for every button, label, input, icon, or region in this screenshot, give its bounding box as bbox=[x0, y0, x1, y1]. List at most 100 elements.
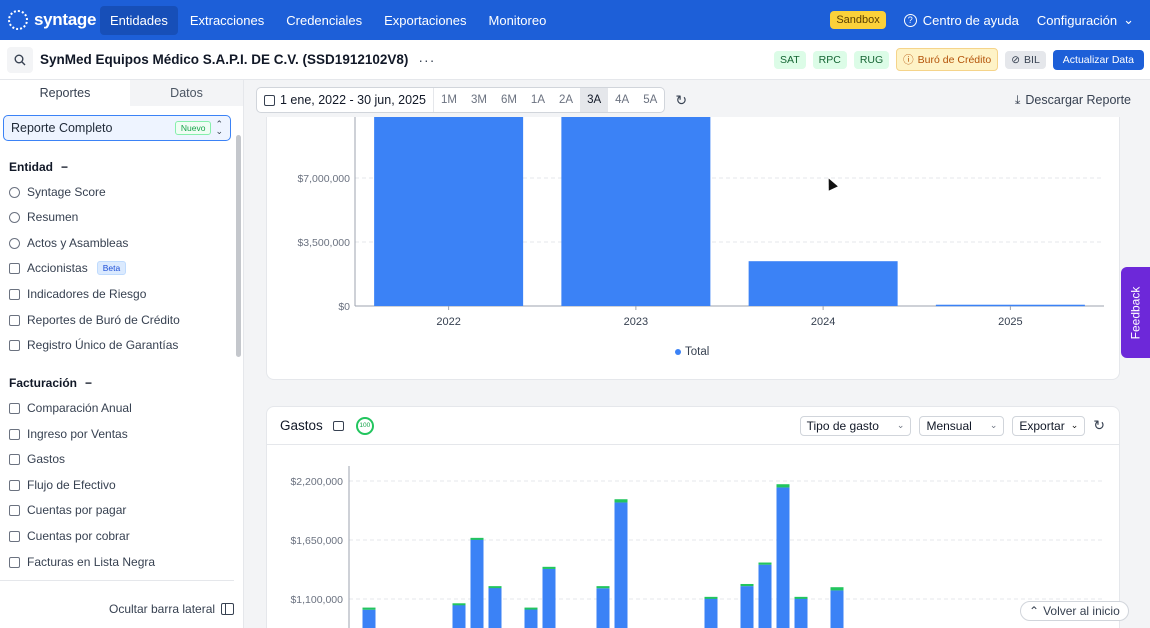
section-entidad[interactable]: Entidad − bbox=[9, 160, 68, 174]
config-menu[interactable]: Configuración ⌄ bbox=[1037, 12, 1134, 28]
period-3a[interactable]: 3A bbox=[580, 88, 609, 112]
gastos-bar-chart: $2,200,000 $1,650,000 $1,100,000 bbox=[290, 466, 1104, 628]
sandbox-badge[interactable]: Sandbox bbox=[830, 11, 886, 29]
feedback-tab[interactable]: Feedback bbox=[1121, 267, 1150, 358]
period-5a[interactable]: 5A bbox=[643, 94, 658, 106]
help-center-link[interactable]: ? Centro de ayuda bbox=[903, 13, 1019, 28]
periodo-select[interactable]: Mensual ⌄ bbox=[919, 415, 1005, 436]
gastos-bar bbox=[596, 588, 610, 628]
sidebar-item-lista-negra[interactable]: Facturas en Lista Negra bbox=[9, 555, 155, 569]
table-icon bbox=[9, 262, 20, 274]
sidebar-item-label: Facturas en Lista Negra bbox=[27, 555, 156, 569]
exportar-button[interactable]: Exportar ⌄ bbox=[1012, 415, 1086, 436]
refresh-icon[interactable]: ↻ bbox=[1093, 417, 1105, 433]
back-to-top-button[interactable]: ⌃ Volver al inicio bbox=[1020, 601, 1129, 621]
update-data-button[interactable]: Actualizar Data bbox=[1052, 49, 1144, 70]
gastos-bar-top bbox=[470, 537, 484, 540]
tipo-gasto-select[interactable]: Tipo de gasto ⌄ bbox=[799, 415, 912, 436]
gastos-bar bbox=[452, 604, 466, 628]
tab-datos[interactable]: Datos bbox=[130, 80, 243, 106]
sidebar-item-comparacion[interactable]: Comparación Anual bbox=[9, 401, 132, 415]
period-1a[interactable]: 1A bbox=[530, 94, 545, 106]
sidebar-item-accionistas[interactable]: Accionistas Beta bbox=[9, 261, 127, 275]
sidebar-item-resumen[interactable]: Resumen bbox=[9, 210, 78, 224]
gastos-bar bbox=[704, 597, 718, 628]
logo[interactable]: syntage bbox=[0, 10, 100, 30]
rpc-badge[interactable]: RPC bbox=[812, 50, 847, 69]
info-icon bbox=[9, 211, 20, 223]
report-select[interactable]: Reporte Completo Nuevo ⌃ ⌄ bbox=[3, 115, 231, 141]
sidebar-item-ingreso[interactable]: Ingreso por Ventas bbox=[9, 427, 128, 441]
bar-2023 bbox=[561, 117, 711, 306]
sidebar-item-actos[interactable]: Actos y Asambleas bbox=[9, 236, 128, 250]
sidebar-item-label: Resumen bbox=[27, 210, 79, 224]
period-1m[interactable]: 1M bbox=[440, 94, 457, 106]
nav-item-monitoreo[interactable]: Monitoreo bbox=[488, 12, 547, 28]
period-6m[interactable]: 6M bbox=[500, 94, 517, 106]
alert-icon: ⓘ bbox=[903, 54, 914, 66]
tab-reportes[interactable]: Reportes bbox=[0, 80, 130, 106]
sidebar-item-syntage-score[interactable]: Syntage Score bbox=[9, 185, 106, 199]
sidebar-item-cuentas-pagar[interactable]: Cuentas por pagar bbox=[9, 503, 126, 517]
gastos-bar-top bbox=[452, 603, 466, 606]
sidebar-item-indicadores[interactable]: Indicadores de Riesgo bbox=[9, 287, 146, 301]
refresh-icon[interactable]: ↻ bbox=[675, 91, 688, 108]
sidebar-item-cuentas-cobrar[interactable]: Cuentas por cobrar bbox=[9, 529, 130, 543]
sidebar-item-gastos[interactable]: Gastos bbox=[9, 452, 65, 466]
gastos-bar-top bbox=[740, 583, 754, 587]
new-badge: Nuevo bbox=[174, 121, 212, 135]
sidebar: Reportes Datos Reporte Completo Nuevo ⌃ ⌄… bbox=[0, 80, 244, 628]
sidebar-item-label: Syntage Score bbox=[27, 185, 106, 199]
table-icon bbox=[9, 402, 20, 414]
sidebar-item-label: Ingreso por Ventas bbox=[27, 427, 128, 441]
chart-legend[interactable]: Total bbox=[675, 346, 709, 358]
more-options-icon[interactable]: ··· bbox=[418, 51, 436, 68]
help-icon: ? bbox=[903, 13, 917, 27]
collapse-icon: − bbox=[61, 160, 69, 174]
y-tick-label: $2,200,000 bbox=[290, 476, 343, 488]
x-tick-label: 2025 bbox=[998, 316, 1022, 328]
chevron-down-icon: ⌄ bbox=[1070, 420, 1079, 430]
period-3m[interactable]: 3M bbox=[470, 94, 487, 106]
comment-icon[interactable] bbox=[332, 420, 344, 431]
hide-sidebar-button[interactable]: Ocultar barra lateral bbox=[109, 602, 235, 616]
download-label: Descargar Reporte bbox=[1025, 93, 1131, 107]
sidebar-item-buro[interactable]: Reportes de Buró de Crédito bbox=[9, 313, 180, 327]
section-entidad-label: Entidad bbox=[9, 160, 53, 174]
nav-item-exportaciones[interactable]: Exportaciones bbox=[384, 12, 467, 28]
date-range-picker[interactable]: 1 ene, 2022 - 30 jun, 2025 bbox=[257, 88, 434, 112]
gastos-bar bbox=[776, 487, 790, 628]
rug-badge[interactable]: RUG bbox=[853, 50, 890, 69]
gastos-title: Gastos bbox=[280, 418, 323, 433]
gastos-bar-top bbox=[596, 586, 610, 589]
beta-badge: Beta bbox=[96, 261, 127, 275]
buro-badge[interactable]: ⓘ Buró de Crédito bbox=[896, 48, 999, 71]
select-arrows-icon: ⌃ ⌄ bbox=[215, 119, 223, 136]
period-4a[interactable]: 4A bbox=[615, 94, 630, 106]
search-button[interactable] bbox=[7, 46, 33, 73]
sidebar-scrollbar[interactable] bbox=[236, 135, 241, 357]
section-facturacion[interactable]: Facturación − bbox=[9, 376, 92, 390]
date-range-value: 1 ene, 2022 - 30 jun, 2025 bbox=[280, 93, 426, 107]
sidebar-divider bbox=[0, 580, 234, 581]
bar-2025 bbox=[935, 304, 1085, 307]
sidebar-item-rug[interactable]: Registro Único de Garantías bbox=[9, 338, 178, 352]
sidebar-item-label: Actos y Asambleas bbox=[27, 236, 129, 250]
nav-item-entidades[interactable]: Entidades bbox=[100, 5, 178, 35]
sidebar-item-label: Gastos bbox=[27, 452, 66, 466]
chevron-up-icon: ⌃ bbox=[1029, 604, 1040, 618]
nav-item-credenciales[interactable]: Credenciales bbox=[286, 12, 363, 28]
gastos-bar bbox=[362, 609, 376, 628]
bil-badge[interactable]: ⊘ BIL bbox=[1005, 50, 1046, 69]
score-ring: 100 bbox=[355, 416, 374, 435]
download-report-button[interactable]: ⤓ Descargar Reporte bbox=[1015, 93, 1141, 108]
hide-sidebar-label: Ocultar barra lateral bbox=[109, 602, 216, 616]
gastos-bar-top bbox=[488, 586, 502, 589]
grid-icon bbox=[9, 288, 20, 300]
x-tick-label: 2023 bbox=[624, 316, 648, 328]
sidebar-item-flujo[interactable]: Flujo de Efectivo bbox=[9, 478, 116, 492]
sidebar-item-label: Indicadores de Riesgo bbox=[27, 287, 147, 301]
nav-item-extracciones[interactable]: Extracciones bbox=[189, 12, 265, 28]
sat-badge[interactable]: SAT bbox=[774, 50, 806, 69]
period-2a[interactable]: 2A bbox=[559, 94, 574, 106]
